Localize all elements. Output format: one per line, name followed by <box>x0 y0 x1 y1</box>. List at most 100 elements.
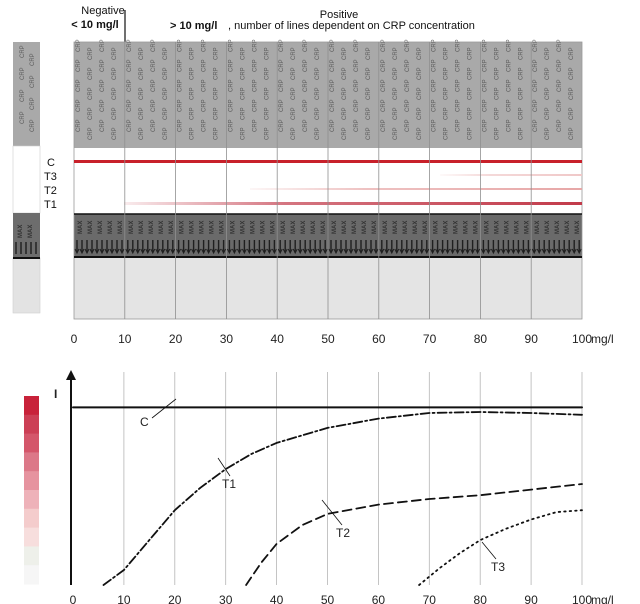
crp-label: CRP <box>291 47 297 60</box>
crp-label: CRP <box>393 87 399 100</box>
crp-label: CRP <box>252 39 258 52</box>
crp-label: CRP <box>190 47 196 60</box>
crp-label: CRP <box>291 127 297 140</box>
crp-label: CRP <box>506 99 512 112</box>
crp-label: CRP <box>76 79 82 92</box>
flow-arrow-head <box>94 248 100 255</box>
membrane <box>74 148 125 214</box>
flow-arrow-head <box>256 248 262 255</box>
flow-arrow-head <box>531 248 537 255</box>
negative-title: Negative <box>81 5 124 17</box>
crp-label: CRP <box>557 39 563 52</box>
max-label: MAX <box>555 221 561 234</box>
crp-label: CRP <box>228 59 234 72</box>
flow-arrow-head <box>287 248 293 255</box>
crp-label: CRP <box>494 107 500 120</box>
intensity-chart: I mg/l 0 10 20 30 40 50 60 70 80 90 100 C T1 T2 T3 <box>54 370 614 604</box>
sample-pad <box>175 257 227 319</box>
crp-label: CRP <box>202 79 208 92</box>
flow-arrow-head <box>176 248 182 255</box>
crp-label: CRP <box>381 99 387 112</box>
series-line-t3 <box>418 509 583 586</box>
ref-crp-label: CRP <box>20 45 26 58</box>
max-label: MAX <box>118 221 124 234</box>
y-axis-arrow <box>66 370 76 380</box>
crp-label: CRP <box>342 127 348 140</box>
crp-label: CRP <box>127 79 133 92</box>
crp-label: CRP <box>112 87 118 100</box>
flow-arrow-head <box>89 248 95 255</box>
conjugate-pad <box>378 42 430 148</box>
crp-label: CRP <box>494 87 500 100</box>
crp-label: CRP <box>405 59 411 72</box>
crp-label: CRP <box>468 107 474 120</box>
max-label: MAX <box>129 221 135 234</box>
flow-arrow-head <box>551 248 557 255</box>
flow-arrow-head <box>150 248 156 255</box>
max-label: MAX <box>180 221 186 234</box>
test-line-t2 <box>250 188 582 190</box>
reference-strip: CRP CRP CRP CRP CRP CRP CRP CRP MAX MAX <box>12 42 41 314</box>
flow-arrow-head <box>460 248 466 255</box>
color-scale-step-6 <box>24 508 39 529</box>
max-label: MAX <box>423 221 429 234</box>
crp-label: CRP <box>432 59 438 72</box>
top-tick-label-70: 70 <box>423 332 437 346</box>
flow-arrow-head <box>221 248 227 255</box>
flow-arrow-head <box>500 248 506 255</box>
flow-arrow-head <box>440 248 446 255</box>
flow-arrow-head <box>292 248 298 255</box>
crp-label: CRP <box>405 39 411 52</box>
crp-label: CRP <box>482 79 488 92</box>
flow-arrow-head <box>140 248 146 255</box>
crp-label: CRP <box>533 59 539 72</box>
negative-range: < 10 mg/l <box>71 19 118 31</box>
crp-label: CRP <box>240 87 246 100</box>
crp-label: CRP <box>163 47 169 60</box>
crp-label: CRP <box>151 59 157 72</box>
crp-label: CRP <box>252 79 258 92</box>
flow-arrow-head <box>576 248 582 255</box>
max-label: MAX <box>535 221 541 234</box>
crp-label: CRP <box>557 99 563 112</box>
color-scale-step-0 <box>24 396 39 416</box>
flow-arrow-head <box>241 248 247 255</box>
crp-label: CRP <box>330 119 336 132</box>
max-label: MAX <box>108 221 114 234</box>
crp-label: CRP <box>366 107 372 120</box>
flow-arrow-head <box>414 248 420 255</box>
max-label: MAX <box>139 221 145 234</box>
crp-label: CRP <box>557 79 563 92</box>
strip-column-80: CRP CRP CRP CRP CRP CRP CRP CRP CRP CRP CRP CRP CRP C… <box>480 39 532 319</box>
max-label: MAX <box>444 221 450 234</box>
crp-label: CRP <box>393 107 399 120</box>
sample-pad <box>124 257 176 319</box>
crp-label: CRP <box>533 119 539 132</box>
crp-label: CRP <box>417 87 423 100</box>
ref-crp-label: CRP <box>20 89 26 102</box>
flow-arrow-head <box>450 248 456 255</box>
top-tick-label-40: 40 <box>271 332 285 346</box>
crp-label: CRP <box>228 39 234 52</box>
crp-label: CRP <box>518 67 524 80</box>
bottom-tick-label-80: 80 <box>474 593 488 604</box>
crp-label: CRP <box>393 47 399 60</box>
flow-arrow-head <box>419 248 425 255</box>
crp-label: CRP <box>494 127 500 140</box>
crp-label: CRP <box>178 39 184 52</box>
crp-label: CRP <box>569 87 575 100</box>
max-label: MAX <box>454 221 460 234</box>
strip-column-60: CRP CRP CRP CRP CRP CRP CRP CRP CRP CRP CRP CRP CRP C… <box>378 39 430 319</box>
label-t2: T2 <box>44 185 57 197</box>
crp-label: CRP <box>354 59 360 72</box>
y-axis-label: I <box>54 387 57 401</box>
sample-pad <box>429 257 481 319</box>
flow-arrow-head <box>373 248 379 255</box>
bottom-tick-label-90: 90 <box>524 593 538 604</box>
flow-arrow-head <box>104 248 110 255</box>
flow-arrow-head <box>119 248 125 255</box>
crp-label: CRP <box>342 107 348 120</box>
flow-arrow-head <box>515 248 521 255</box>
crp-label: CRP <box>366 127 372 140</box>
crp-label: CRP <box>342 87 348 100</box>
